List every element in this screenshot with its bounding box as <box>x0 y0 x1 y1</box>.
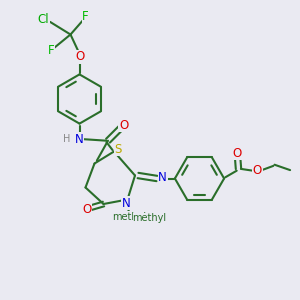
Text: O: O <box>75 50 84 64</box>
Text: O: O <box>253 164 262 177</box>
Text: F: F <box>82 10 89 23</box>
Text: F: F <box>48 44 54 58</box>
Text: methyl: methyl <box>112 212 146 222</box>
Text: N: N <box>158 171 167 184</box>
Text: methyl: methyl <box>133 213 167 224</box>
Text: O: O <box>82 203 91 216</box>
Text: H: H <box>63 134 70 144</box>
Text: S: S <box>115 143 122 156</box>
Text: O: O <box>119 118 128 132</box>
Text: O: O <box>232 147 242 160</box>
Text: N: N <box>122 196 130 210</box>
Text: Cl: Cl <box>38 13 49 26</box>
Text: N: N <box>75 133 84 146</box>
